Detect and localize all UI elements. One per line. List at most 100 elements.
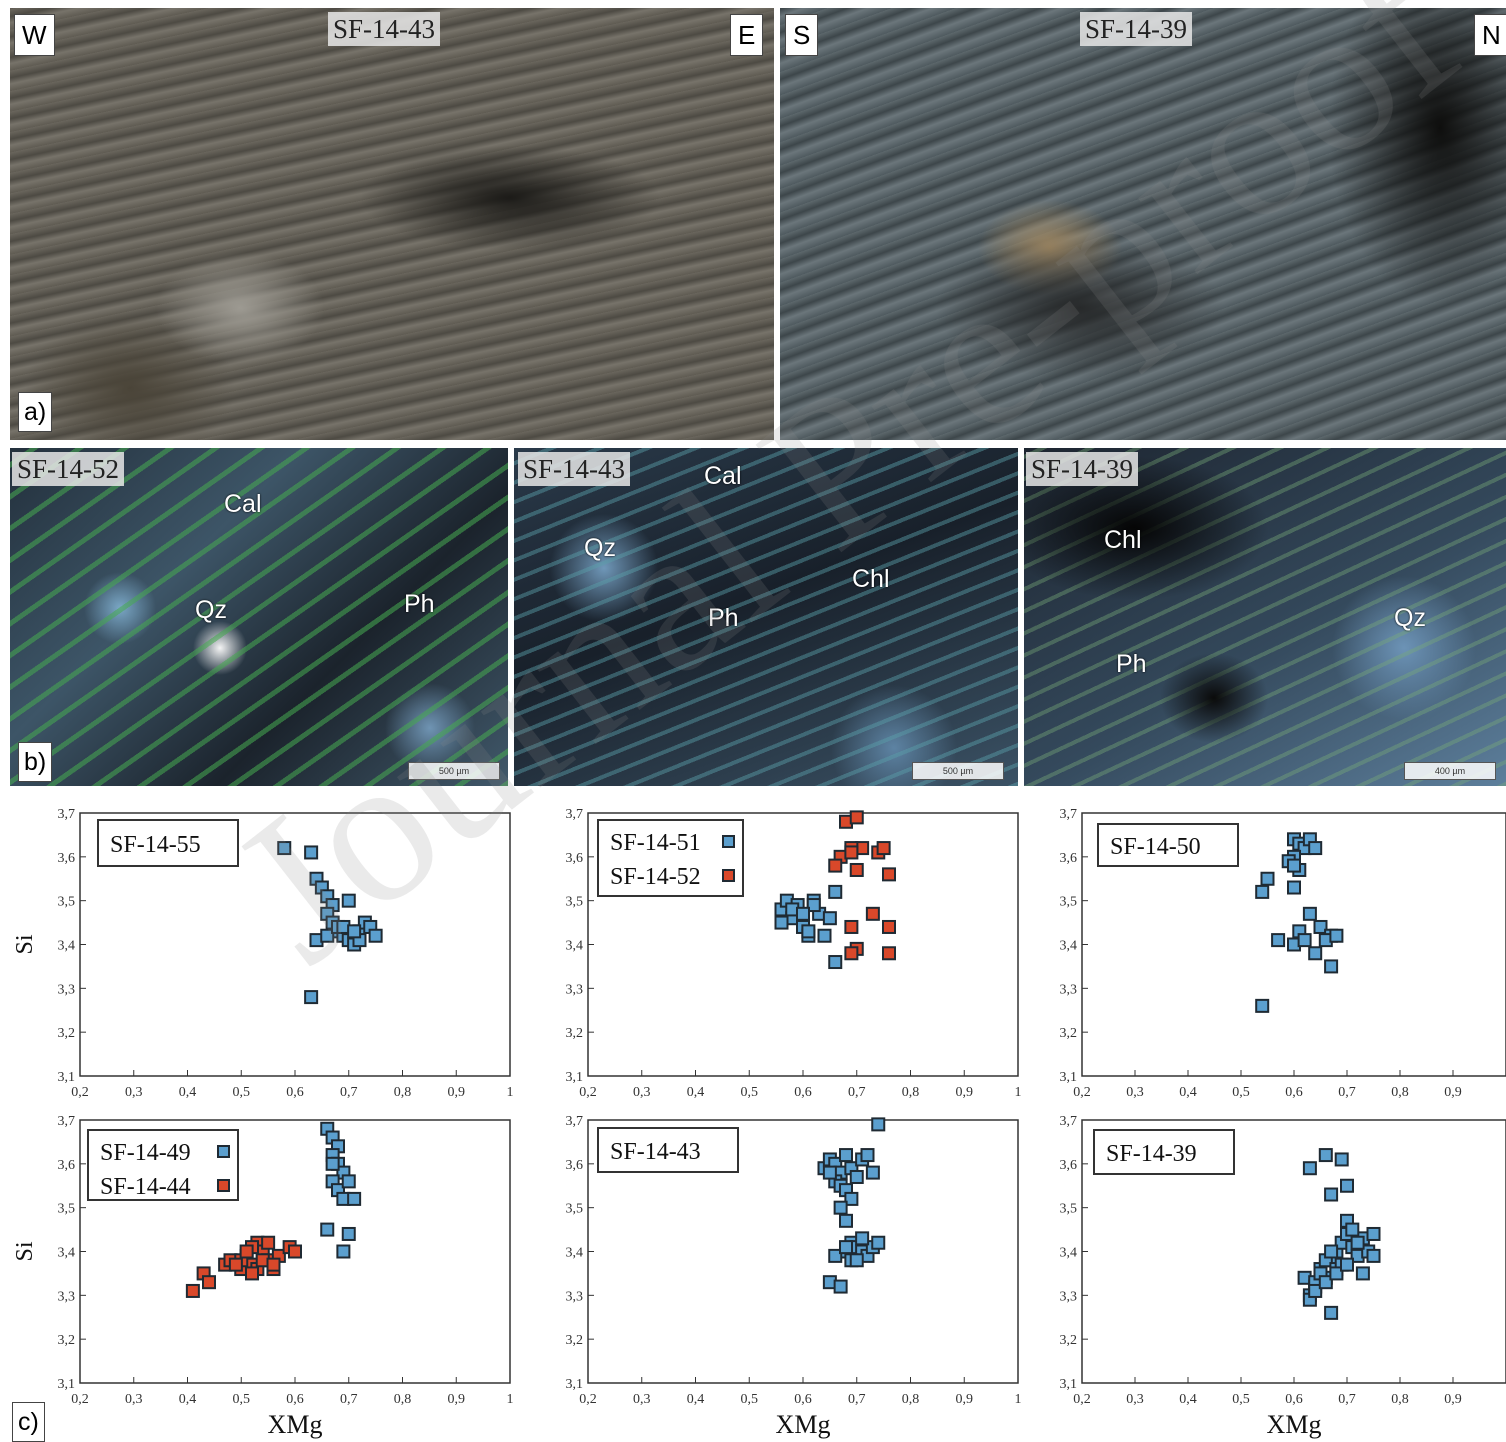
legend-label: SF-14-43 <box>610 1139 701 1165</box>
y-tick-label: 3,5 <box>1060 1202 1078 1217</box>
x-tick-label: 0,6 <box>1285 1085 1303 1100</box>
data-point-blue <box>1272 934 1284 946</box>
data-point-blue <box>1368 1250 1380 1262</box>
y-tick-label: 3,3 <box>58 982 76 997</box>
y-tick-label: 3,2 <box>1060 1026 1078 1041</box>
x-tick-label: 0,8 <box>1391 1392 1409 1407</box>
data-point-blue <box>824 1167 836 1179</box>
data-point-blue <box>1304 908 1316 920</box>
x-tick-label: 0,4 <box>179 1085 197 1100</box>
data-point-red <box>878 842 890 854</box>
y-tick-label: 3,2 <box>58 1333 76 1348</box>
x-tick-label: 0,3 <box>633 1392 651 1407</box>
x-tick-label: 0,3 <box>125 1392 143 1407</box>
x-tick-label: 0,7 <box>340 1085 358 1100</box>
y-tick-label: 3,1 <box>566 1070 584 1085</box>
x-tick-label: 0,5 <box>233 1392 251 1407</box>
data-point-blue <box>370 930 382 942</box>
data-point-blue <box>1288 860 1300 872</box>
data-point-blue <box>1325 1246 1337 1258</box>
legend-label: SF-14-49 <box>100 1140 191 1166</box>
y-tick-label: 3,7 <box>58 1114 76 1129</box>
data-point-blue <box>278 842 290 854</box>
x-axis-label: XMg <box>1267 1410 1322 1439</box>
data-point-blue <box>856 1232 868 1244</box>
data-point-red <box>867 908 879 920</box>
data-point-blue <box>305 991 317 1003</box>
y-tick-label: 3,6 <box>1060 1158 1078 1173</box>
data-point-red <box>845 947 857 959</box>
data-point-blue <box>343 1228 355 1240</box>
data-point-red <box>246 1267 258 1279</box>
x-tick-label: 0,4 <box>179 1392 197 1407</box>
data-point-blue <box>1336 1153 1348 1165</box>
x-tick-label: 0,3 <box>125 1085 143 1100</box>
data-point-blue <box>343 895 355 907</box>
x-tick-label: 0,9 <box>1444 1085 1462 1100</box>
data-point-red <box>851 811 863 823</box>
legend-marker <box>218 1180 229 1191</box>
x-tick-label: 0,9 <box>956 1392 974 1407</box>
data-point-blue <box>840 1149 852 1161</box>
panel-letter-c: c) <box>12 1402 45 1442</box>
legend-label: SF-14-44 <box>100 1174 191 1200</box>
x-tick-label: 0,7 <box>1338 1085 1356 1100</box>
data-point-blue <box>1325 1189 1337 1201</box>
data-point-blue <box>819 930 831 942</box>
x-axis-label: XMg <box>776 1410 831 1439</box>
y-tick-label: 3,4 <box>1060 939 1078 954</box>
x-tick-label: 0,2 <box>71 1085 89 1100</box>
data-point-red <box>241 1246 253 1258</box>
data-point-blue <box>1357 1267 1369 1279</box>
data-point-red <box>230 1259 242 1271</box>
y-tick-label: 3,2 <box>566 1026 584 1041</box>
y-tick-label: 3,5 <box>1060 895 1078 910</box>
legend-marker <box>218 1146 229 1157</box>
y-tick-label: 3,3 <box>566 982 584 997</box>
y-tick-label: 3,2 <box>58 1026 76 1041</box>
data-point-blue <box>840 1215 852 1227</box>
x-tick-label: 0,3 <box>1126 1085 1144 1100</box>
x-tick-label: 0,8 <box>1391 1085 1409 1100</box>
data-point-blue <box>835 1281 847 1293</box>
data-point-red <box>289 1246 301 1258</box>
x-tick-label: 0,3 <box>1126 1392 1144 1407</box>
x-tick-label: 0,8 <box>902 1085 920 1100</box>
data-point-blue <box>1346 1224 1358 1236</box>
y-tick-label: 3,1 <box>58 1070 76 1085</box>
data-point-red <box>203 1276 215 1288</box>
y-tick-label: 3,3 <box>1060 1289 1078 1304</box>
data-point-blue <box>1256 886 1268 898</box>
data-point-red <box>883 921 895 933</box>
data-point-blue <box>1325 1307 1337 1319</box>
data-point-blue <box>327 1158 339 1170</box>
data-point-blue <box>776 917 788 929</box>
x-tick-label: 0,7 <box>848 1085 866 1100</box>
y-tick-label: 3,4 <box>1060 1246 1078 1261</box>
y-tick-label: 3,1 <box>566 1377 584 1392</box>
y-tick-label: 3,4 <box>58 1246 76 1261</box>
y-tick-label: 3,3 <box>1060 982 1078 997</box>
legend-label: SF-14-39 <box>1106 1141 1197 1167</box>
y-axis-label: Si <box>12 934 38 954</box>
data-point-red <box>883 868 895 880</box>
data-point-blue <box>1341 1180 1353 1192</box>
y-tick-label: 3,2 <box>566 1333 584 1348</box>
x-tick-label: 0,4 <box>1179 1085 1197 1100</box>
y-tick-label: 3,5 <box>566 1202 584 1217</box>
data-point-blue <box>829 956 841 968</box>
data-point-blue <box>1325 960 1337 972</box>
y-tick-label: 3,6 <box>1060 851 1078 866</box>
y-tick-label: 3,5 <box>566 895 584 910</box>
y-tick-label: 3,6 <box>566 1158 584 1173</box>
y-tick-label: 3,7 <box>1060 807 1078 822</box>
y-tick-label: 3,4 <box>566 1246 584 1261</box>
y-axis-label: Si <box>12 1241 38 1261</box>
x-tick-label: 0,6 <box>1285 1392 1303 1407</box>
x-tick-label: 0,9 <box>448 1085 466 1100</box>
